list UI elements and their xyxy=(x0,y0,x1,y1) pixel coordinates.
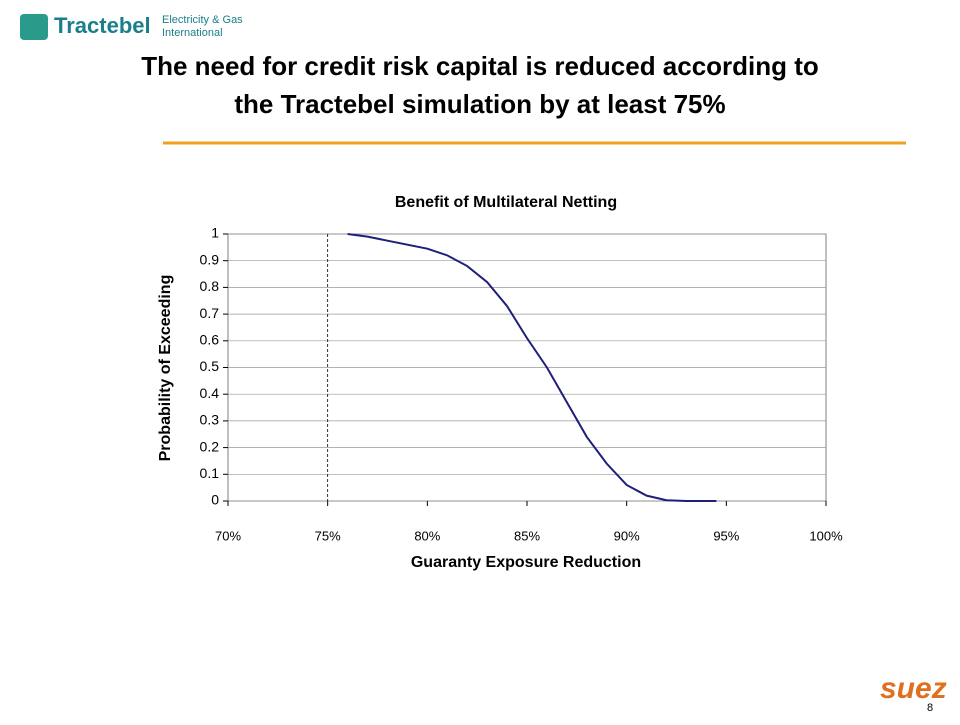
y-tick-label: 0.3 xyxy=(200,412,220,428)
y-tick-label: 0.4 xyxy=(200,385,220,401)
logo-name: Tractebel xyxy=(54,13,151,38)
logo-mark xyxy=(20,14,48,40)
y-axis-label: Probability of Exceeding xyxy=(157,275,174,462)
brand-logo: suez xyxy=(880,672,947,705)
x-tick-label: 80% xyxy=(414,528,440,543)
x-tick-label: 95% xyxy=(713,528,739,543)
logo-line: International xyxy=(162,27,223,39)
x-tick-label: 100% xyxy=(809,528,843,543)
y-tick-label: 0.7 xyxy=(200,305,220,321)
y-tick-label: 0.2 xyxy=(200,438,220,454)
x-tick-label: 75% xyxy=(315,528,341,543)
chart-title: Benefit of Multilateral Netting xyxy=(395,194,617,211)
y-tick-label: 0.6 xyxy=(200,332,220,348)
y-tick-label: 0.1 xyxy=(200,465,220,481)
x-tick-label: 85% xyxy=(514,528,540,543)
x-tick-label: 70% xyxy=(215,528,241,543)
slide-title: the Tractebel simulation by at least 75% xyxy=(234,89,725,119)
logo-line: Electricity & Gas xyxy=(162,14,243,26)
series-line xyxy=(347,233,717,502)
slide-title: The need for credit risk capital is redu… xyxy=(141,51,819,81)
y-tick-label: 0 xyxy=(211,492,219,508)
x-tick-label: 90% xyxy=(614,528,640,543)
y-tick-label: 1 xyxy=(211,225,219,241)
x-axis-label: Guaranty Exposure Reduction xyxy=(411,554,641,571)
y-tick-label: 0.9 xyxy=(200,251,220,267)
page-number: 8 xyxy=(927,702,933,714)
y-tick-label: 0.8 xyxy=(200,278,220,294)
y-tick-label: 0.5 xyxy=(200,358,220,374)
